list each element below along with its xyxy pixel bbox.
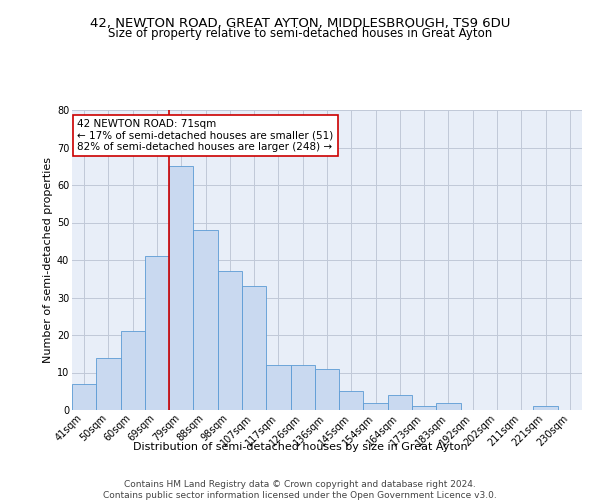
Text: Size of property relative to semi-detached houses in Great Ayton: Size of property relative to semi-detach… (108, 28, 492, 40)
Text: Contains HM Land Registry data © Crown copyright and database right 2024.: Contains HM Land Registry data © Crown c… (124, 480, 476, 489)
Bar (315, 369, 339, 410)
Bar (290, 365, 315, 410)
Text: 42 NEWTON ROAD: 71sqm
← 17% of semi-detached houses are smaller (51)
82% of semi: 42 NEWTON ROAD: 71sqm ← 17% of semi-deta… (77, 119, 334, 152)
Bar (412, 406, 436, 410)
Bar (436, 402, 461, 410)
Bar (339, 391, 364, 410)
Text: 42, NEWTON ROAD, GREAT AYTON, MIDDLESBROUGH, TS9 6DU: 42, NEWTON ROAD, GREAT AYTON, MIDDLESBRO… (90, 18, 510, 30)
Y-axis label: Number of semi-detached properties: Number of semi-detached properties (43, 157, 53, 363)
Bar (193, 230, 218, 410)
Text: Contains public sector information licensed under the Open Government Licence v3: Contains public sector information licen… (103, 491, 497, 500)
Bar (388, 395, 412, 410)
Bar (96, 358, 121, 410)
Bar (533, 406, 558, 410)
Bar (218, 271, 242, 410)
Bar (169, 166, 193, 410)
Bar (364, 402, 388, 410)
Bar (145, 256, 169, 410)
Bar (121, 331, 145, 410)
Bar (242, 286, 266, 410)
Bar (266, 365, 290, 410)
Bar (72, 384, 96, 410)
Text: Distribution of semi-detached houses by size in Great Ayton: Distribution of semi-detached houses by … (133, 442, 467, 452)
